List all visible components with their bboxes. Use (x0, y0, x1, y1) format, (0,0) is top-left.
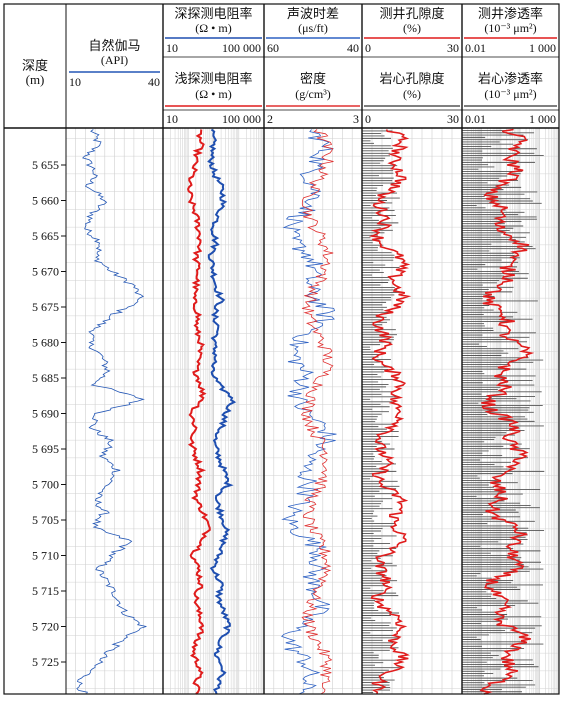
resistivity-unit-1: (Ω • m) (195, 21, 231, 35)
depth-unit: (m) (26, 72, 45, 87)
depth-tick-label: 5 675 (32, 300, 59, 314)
sonic-density-unit-1: (μs/ft) (298, 21, 328, 35)
sonic-density-min-1: 60 (267, 41, 279, 55)
resistivity-max-2: 100 000 (222, 112, 261, 126)
depth-tick-label: 5 705 (32, 513, 59, 527)
gamma-min: 10 (69, 75, 81, 89)
sonic-density-min-2: 2 (267, 112, 273, 126)
sonic-density-max-2: 3 (353, 112, 359, 126)
permeability-min-2: 0.01 (465, 112, 486, 126)
sonic-density-title-2: 密度 (300, 71, 326, 86)
gamma-title: 自然伽马 (88, 38, 140, 53)
depth-title: 深度 (22, 58, 48, 73)
gamma-unit: (API) (101, 53, 128, 67)
gamma-max: 40 (148, 75, 160, 89)
permeability-title-1: 测井渗透率 (478, 6, 543, 21)
gamma-curve (76, 129, 147, 695)
porosity-unit-2: (%) (403, 87, 421, 101)
depth-tick-label: 5 710 (32, 549, 59, 563)
resistivity-title-2: 浅探测电阻率 (174, 71, 252, 86)
depth-tick-label: 5 720 (32, 620, 59, 634)
depth-tick-label: 5 700 (32, 478, 59, 492)
permeability-min-1: 0.01 (465, 41, 486, 55)
depth-tick-label: 5 655 (32, 158, 59, 172)
porosity-unit-1: (%) (403, 21, 421, 35)
permeability-title-2: 岩心渗透率 (478, 71, 543, 86)
depth-tick-label: 5 660 (32, 194, 59, 208)
outer-frame (3, 3, 560, 695)
resistivity-max-1: 100 000 (222, 41, 261, 55)
porosity-min-2: 0 (365, 112, 371, 126)
density-curve (300, 129, 334, 695)
depth-tick-label: 5 725 (32, 655, 59, 669)
resistivity-min-2: 10 (166, 112, 178, 126)
porosity-title-1: 测井孔隙度 (379, 6, 444, 21)
depth-tick-label: 5 670 (32, 265, 59, 279)
deep-resistivity-curve (207, 128, 237, 695)
permeability-max-1: 1 000 (529, 41, 556, 55)
depth-tick-label: 5 695 (32, 442, 59, 456)
depth-tick-label: 5 680 (32, 336, 59, 350)
porosity-max-1: 30 (447, 41, 459, 55)
porosity-min-1: 0 (365, 41, 371, 55)
resistivity-unit-2: (Ω • m) (195, 87, 231, 101)
porosity-title-2: 岩心孔隙度 (379, 71, 444, 86)
sonic-curve (281, 129, 337, 695)
depth-tick-label: 5 685 (32, 371, 59, 385)
sonic-density-title-1: 声波时差 (287, 6, 339, 21)
sonic-density-unit-2: (g/cm³) (295, 87, 331, 101)
log-porosity-curve (368, 129, 412, 695)
porosity-max-2: 30 (447, 112, 459, 126)
shallow-resistivity-curve (187, 129, 211, 695)
resistivity-min-1: 10 (166, 41, 178, 55)
depth-tick-label: 5 715 (32, 584, 59, 598)
permeability-max-2: 1 000 (529, 112, 556, 126)
permeability-unit-2: (10⁻³ μm²) (484, 87, 536, 101)
resistivity-title-1: 深探测电阻率 (174, 6, 252, 21)
sonic-density-max-1: 40 (347, 41, 359, 55)
log-permeability-curve (479, 128, 535, 695)
permeability-unit-1: (10⁻³ μm²) (484, 21, 536, 35)
depth-tick-label: 5 665 (32, 229, 59, 243)
depth-tick-label: 5 690 (32, 407, 59, 421)
